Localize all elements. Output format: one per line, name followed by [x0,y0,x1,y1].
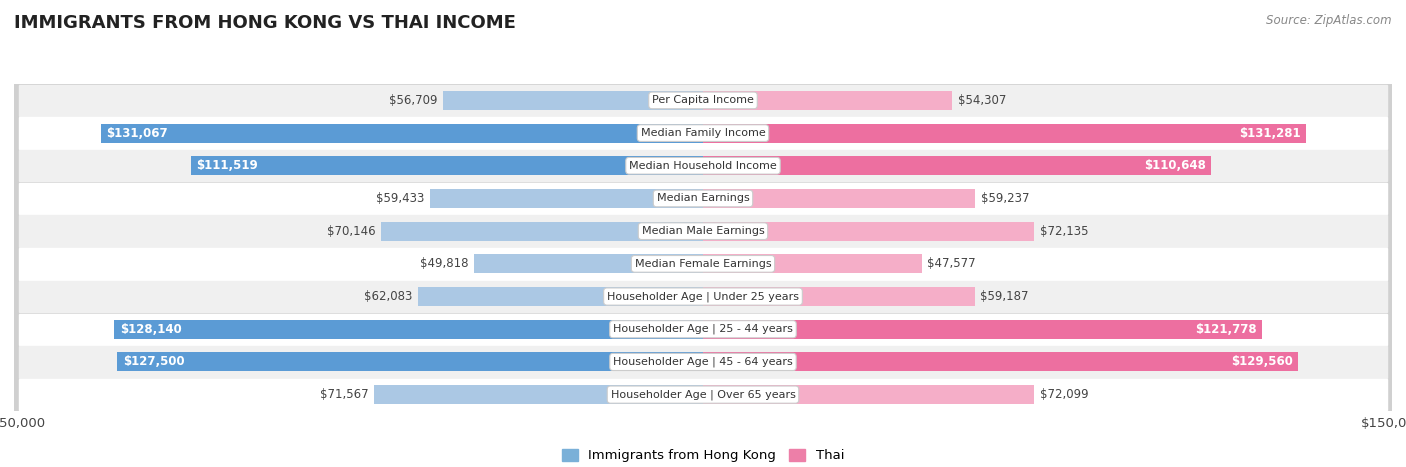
Legend: Immigrants from Hong Kong, Thai: Immigrants from Hong Kong, Thai [557,444,849,467]
Bar [14,215,1392,248]
Text: $49,818: $49,818 [420,257,468,270]
Bar [114,320,703,339]
Bar [703,320,1263,339]
Bar [703,353,1298,371]
Bar [14,346,1392,378]
Text: $111,519: $111,519 [197,159,259,172]
Text: $70,146: $70,146 [326,225,375,238]
Bar [18,248,1388,280]
Text: $59,187: $59,187 [980,290,1029,303]
Bar [703,222,1035,241]
Bar [374,385,703,404]
Text: $59,433: $59,433 [377,192,425,205]
Text: $131,067: $131,067 [107,127,169,140]
Bar [14,149,1392,182]
Bar [18,85,1388,116]
Bar [14,378,1392,411]
Bar [703,255,921,273]
Text: Median Male Earnings: Median Male Earnings [641,226,765,236]
Bar [18,281,1388,312]
Bar [430,189,703,208]
Bar [18,215,1388,247]
Text: $128,140: $128,140 [120,323,181,336]
Bar [18,346,1388,378]
Bar [18,183,1388,214]
Bar [14,84,1392,117]
Text: $129,560: $129,560 [1230,355,1292,368]
Text: $121,778: $121,778 [1195,323,1257,336]
Bar [14,248,1392,280]
Text: Householder Age | 45 - 64 years: Householder Age | 45 - 64 years [613,357,793,367]
Text: Householder Age | Under 25 years: Householder Age | Under 25 years [607,291,799,302]
Bar [381,222,703,241]
Text: Median Earnings: Median Earnings [657,193,749,204]
Bar [14,117,1392,149]
Text: Per Capita Income: Per Capita Income [652,95,754,106]
Text: $131,281: $131,281 [1239,127,1301,140]
Text: IMMIGRANTS FROM HONG KONG VS THAI INCOME: IMMIGRANTS FROM HONG KONG VS THAI INCOME [14,14,516,32]
Text: Source: ZipAtlas.com: Source: ZipAtlas.com [1267,14,1392,27]
Bar [18,117,1388,149]
Text: $59,237: $59,237 [980,192,1029,205]
Text: $62,083: $62,083 [364,290,412,303]
Bar [18,313,1388,345]
Text: $54,307: $54,307 [957,94,1007,107]
Bar [14,313,1392,346]
Text: $72,135: $72,135 [1040,225,1088,238]
Bar [18,150,1388,182]
Text: $127,500: $127,500 [122,355,184,368]
Bar [474,255,703,273]
Bar [703,189,976,208]
Text: Median Family Income: Median Family Income [641,128,765,138]
Bar [117,353,703,371]
Text: $56,709: $56,709 [388,94,437,107]
Bar [14,280,1392,313]
Text: $71,567: $71,567 [321,388,368,401]
Bar [18,379,1388,410]
Bar [703,124,1306,142]
Text: Householder Age | Over 65 years: Householder Age | Over 65 years [610,389,796,400]
Text: $72,099: $72,099 [1039,388,1088,401]
Bar [703,156,1211,175]
Bar [191,156,703,175]
Bar [703,287,974,306]
Bar [703,385,1035,404]
Bar [703,91,952,110]
Text: $110,648: $110,648 [1144,159,1206,172]
Bar [14,182,1392,215]
Text: Median Female Earnings: Median Female Earnings [634,259,772,269]
Bar [101,124,703,142]
Text: $47,577: $47,577 [927,257,976,270]
Bar [418,287,703,306]
Text: Median Household Income: Median Household Income [628,161,778,171]
Bar [443,91,703,110]
Text: Householder Age | 25 - 44 years: Householder Age | 25 - 44 years [613,324,793,334]
